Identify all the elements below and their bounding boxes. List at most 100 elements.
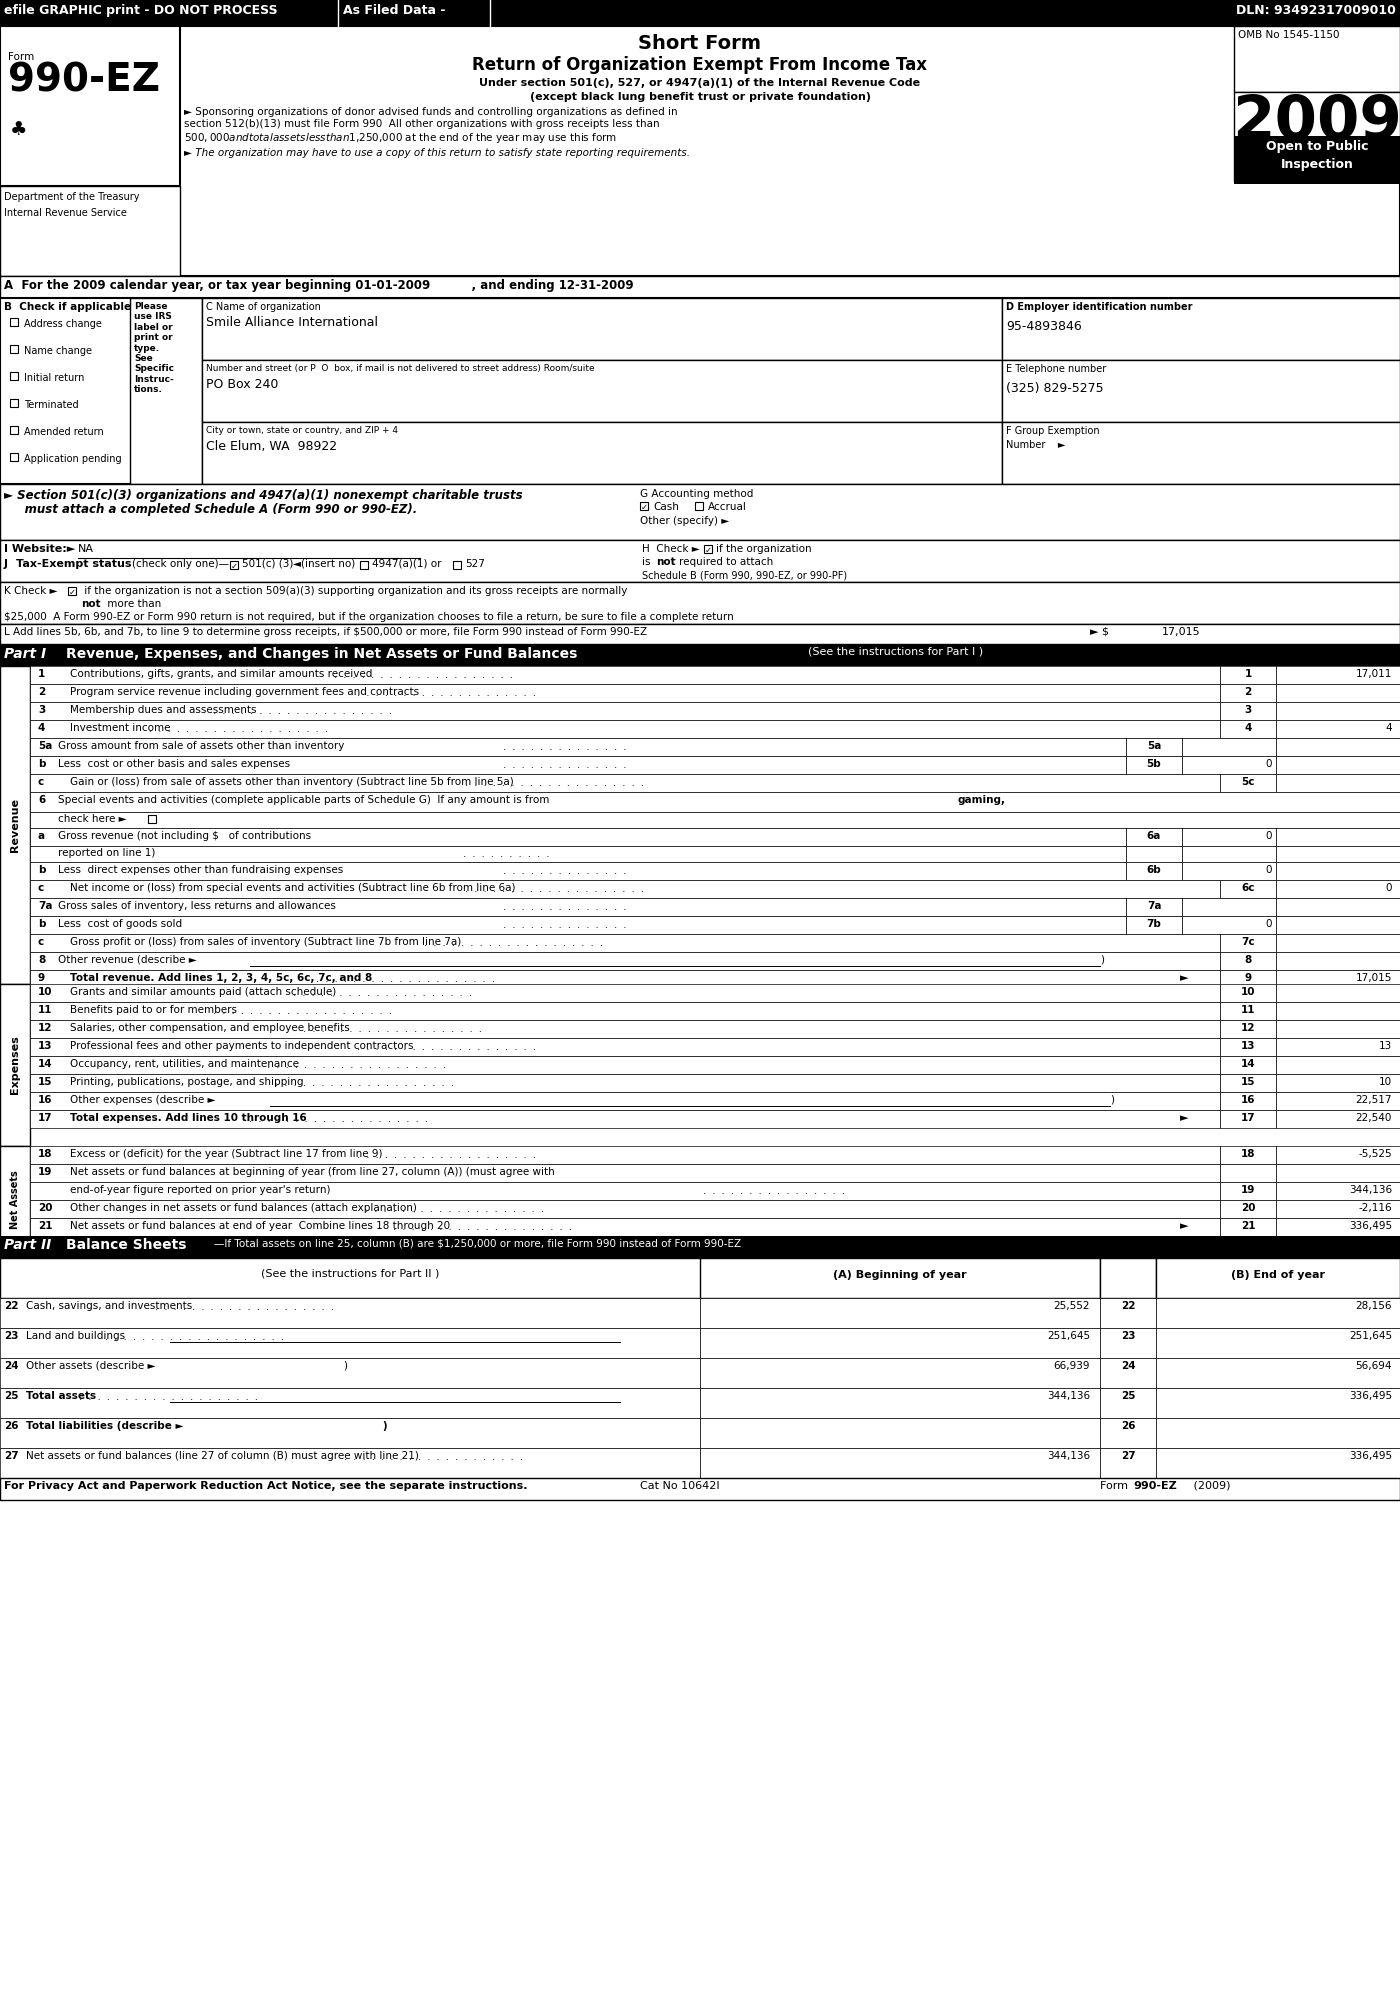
Text: Net assets or fund balances (line 27 of column (B) must agree with line 21): Net assets or fund balances (line 27 of … [27,1450,419,1460]
Bar [0,26,1400,275]
Text: Less  direct expenses other than fundraising expenses: Less direct expenses other than fundrais… [57,866,343,876]
Text: Form: Form [1100,1480,1131,1490]
Bar [1156,1299,1400,1329]
Text: .  .  .  .  .  .  .  .  .  .  .  .  .  .  .  .  .  .  .  .: . . . . . . . . . . . . . . . . . . . . [273,1077,458,1087]
Text: .  .  .  .  .  .  .  .  .  .  .  .  .  .  .  .  .  .  .  .: . . . . . . . . . . . . . . . . . . . . [462,884,647,894]
Text: E Telephone number: E Telephone number [1007,363,1106,373]
Text: 344,136: 344,136 [1047,1450,1091,1460]
Text: reported on line 1): reported on line 1) [57,848,155,858]
Text: 7c: 7c [1242,938,1254,948]
Bar [1219,970,1275,988]
Text: (2009): (2009) [1190,1480,1231,1490]
Text: G Accounting method: G Accounting method [640,489,753,499]
Text: Gross revenue (not including $   of contributions: Gross revenue (not including $ of contri… [57,832,311,842]
Text: B  Check if applicable: B Check if applicable [4,301,132,311]
Bar [1002,423,1400,485]
Text: Internal Revenue Service: Internal Revenue Service [4,207,127,217]
Text: Total revenue. Add lines 1, 2, 3, 4, 5c, 6c, 7c, and 8: Total revenue. Add lines 1, 2, 3, 4, 5c,… [70,974,372,984]
Bar [1126,738,1182,756]
Bar [1219,1091,1275,1109]
Text: (except black lung benefit trust or private foundation): (except black lung benefit trust or priv… [529,92,871,102]
Text: 17: 17 [1240,1113,1256,1123]
Text: DLN: 93492317009010: DLN: 93492317009010 [1236,4,1396,18]
Text: Net income or (loss) from special events and activities (Subtract line 6b from l: Net income or (loss) from special events… [70,884,515,894]
Text: .  .  .  .  .  .  .  .  .  .  .  .  .  .  .  .  .  .  .  .: . . . . . . . . . . . . . . . . . . . . [245,1113,431,1123]
Bar [0,984,29,1145]
Text: 4: 4 [1245,722,1252,732]
Bar [1275,1163,1400,1181]
Bar [0,1237,1400,1259]
Bar [1126,862,1182,880]
Text: J: J [4,559,11,569]
Bar [1275,756,1400,774]
Bar [10,399,18,407]
Text: ✓: ✓ [641,503,648,513]
Bar [700,1418,1100,1448]
Text: OMB No 1545-1150: OMB No 1545-1150 [1238,30,1340,40]
Bar [1002,297,1400,359]
Text: 10: 10 [1379,1077,1392,1087]
Text: section 512(b)(13) must file Form 990  All other organizations with gross receip: section 512(b)(13) must file Form 990 Al… [183,120,659,130]
Bar [1156,1259,1400,1299]
Bar [1275,1091,1400,1109]
Text: Part I: Part I [4,646,46,660]
Text: PO Box 240: PO Box 240 [206,377,279,391]
Text: .  .  .  .  .  .  .  .  .  .  .  .  .  .  .  .  .  .  .  .: . . . . . . . . . . . . . . . . . . . . [462,778,647,788]
Bar [0,275,1400,297]
Text: ♣: ♣ [10,120,28,140]
Text: .  .  .  .  .  .  .  .  .  .  .  .  .  .  .  .  .  .  .  .: . . . . . . . . . . . . . . . . . . . . [210,706,395,716]
Text: 527: 527 [465,559,484,569]
Text: Cash, savings, and investments: Cash, savings, and investments [27,1301,192,1311]
Text: 2: 2 [38,686,45,696]
Text: 21: 21 [1240,1221,1256,1231]
Bar [29,1019,1219,1037]
Text: K Check ►: K Check ► [4,587,57,597]
Bar [1219,702,1275,720]
Text: 25: 25 [4,1391,18,1400]
Text: 336,495: 336,495 [1348,1221,1392,1231]
Text: .  .  .  .  .  .  .  .  .  .  .  .  .  .  .  .  .  .  .  .: . . . . . . . . . . . . . . . . . . . . [342,1452,526,1462]
Text: .  .  .  .  .  .  .  .  .  .  .  .  .  .  .  .  .  .  .  .: . . . . . . . . . . . . . . . . . . . . [389,1223,574,1233]
Bar [29,880,1219,898]
Bar [1219,952,1275,970]
Bar [0,26,181,186]
Text: ✓: ✓ [706,547,713,555]
Text: .  .  .  .  .  .  .  .  .  .  .  .  .  .: . . . . . . . . . . . . . . [500,866,630,876]
Text: 0: 0 [1386,884,1392,894]
Bar [29,934,1219,952]
Text: Benefits paid to or for members: Benefits paid to or for members [70,1005,237,1015]
Bar [1275,1181,1400,1201]
Bar [1219,1145,1275,1163]
Text: end-of-year figure reported on prior year's return): end-of-year figure reported on prior yea… [70,1185,330,1195]
Text: 2: 2 [1245,686,1252,696]
Bar [1100,1259,1156,1299]
Bar [1275,1001,1400,1019]
Text: 13: 13 [38,1041,53,1051]
Bar [1219,1163,1275,1181]
Bar [1275,846,1400,862]
Bar [0,1299,700,1329]
Text: Other changes in net assets or fund balances (attach explanation): Other changes in net assets or fund bala… [70,1203,417,1213]
Bar [0,1359,700,1389]
Text: As Filed Data -: As Filed Data - [343,4,445,18]
Bar [29,738,1126,756]
Bar [1219,1055,1275,1073]
Text: 990-EZ: 990-EZ [8,62,160,100]
Bar [0,1259,1400,1299]
Bar [1275,898,1400,916]
Text: Membership dues and assessments: Membership dues and assessments [70,704,256,714]
Bar [1156,1448,1400,1478]
Text: if the organization: if the organization [715,545,812,555]
Bar [700,1448,1100,1478]
Text: gaming,: gaming, [958,794,1007,806]
Text: D Employer identification number: D Employer identification number [1007,301,1193,311]
Bar [1156,1389,1400,1418]
Text: Name change: Name change [24,345,92,355]
Text: 27: 27 [4,1450,18,1460]
Text: 336,495: 336,495 [1348,1450,1392,1460]
Text: must attach a completed Schedule A (Form 990 or 990-EZ).: must attach a completed Schedule A (Form… [4,503,417,517]
Text: 28,156: 28,156 [1355,1301,1392,1311]
Text: ✓: ✓ [231,563,238,571]
Bar [29,984,1219,1001]
Bar [29,1163,1219,1181]
